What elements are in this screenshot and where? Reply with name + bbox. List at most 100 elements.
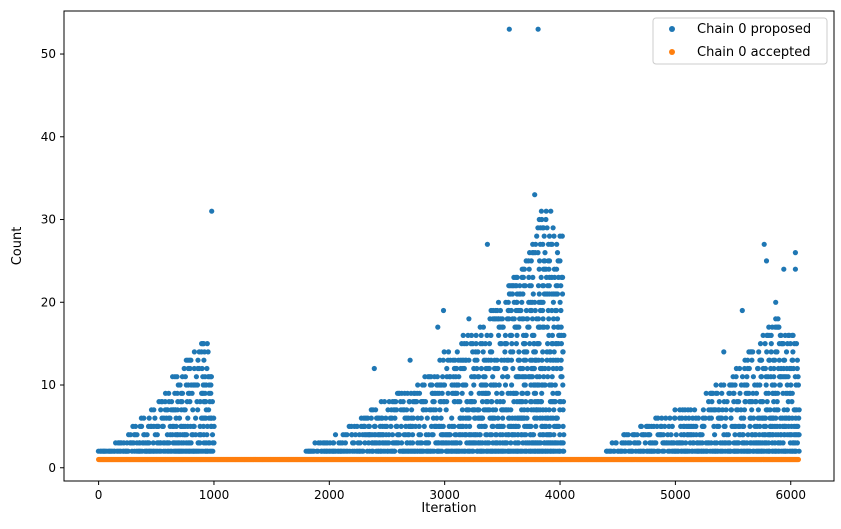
series-proposed-points [95, 26, 802, 454]
point-proposed [417, 432, 424, 438]
point-proposed [440, 423, 446, 429]
point-proposed-outlier [435, 324, 441, 330]
point-proposed [204, 432, 210, 438]
point-proposed [774, 399, 780, 405]
point-proposed [430, 432, 436, 438]
point-proposed [546, 316, 552, 322]
point-proposed [204, 365, 210, 372]
point-proposed [165, 407, 171, 413]
point-proposed [558, 357, 564, 363]
point-proposed [509, 382, 515, 388]
point-proposed [162, 399, 168, 405]
point-proposed [404, 407, 410, 413]
point-proposed [437, 407, 443, 413]
point-proposed [775, 390, 781, 396]
point-proposed [460, 332, 466, 338]
x-axis-ticks: 0 1000 2000 3000 4000 5000 6000 [95, 481, 806, 502]
point-proposed [182, 374, 188, 380]
point-proposed [410, 440, 416, 446]
point-proposed [728, 407, 735, 413]
point-proposed [530, 274, 536, 280]
point-proposed [709, 399, 715, 405]
y-tick-label: 40 [41, 130, 56, 144]
point-proposed [201, 357, 207, 363]
point-proposed [613, 440, 619, 446]
point-proposed [536, 266, 542, 272]
point-proposed [182, 407, 188, 413]
point-proposed [151, 407, 157, 413]
point-proposed [543, 216, 549, 223]
point-proposed [457, 440, 463, 446]
point-proposed [494, 390, 500, 396]
point-proposed [455, 382, 462, 388]
y-tick-label: 50 [41, 47, 56, 61]
point-proposed [546, 283, 552, 289]
point-proposed [775, 316, 781, 322]
point-proposed [679, 415, 685, 421]
point-proposed [693, 423, 699, 429]
point-proposed [201, 349, 208, 355]
point-proposed-outlier [371, 365, 377, 372]
point-proposed [514, 332, 520, 338]
y-tick-label: 30 [41, 213, 56, 227]
point-proposed [550, 299, 557, 305]
point-proposed [176, 415, 183, 421]
point-proposed [392, 415, 398, 421]
point-proposed [558, 283, 564, 289]
point-proposed [796, 407, 802, 413]
point-proposed [533, 423, 539, 429]
point-proposed [518, 307, 524, 314]
point-proposed [445, 390, 451, 396]
point-proposed [699, 440, 705, 446]
point-proposed [751, 415, 757, 421]
point-proposed [541, 283, 547, 289]
point-proposed [790, 357, 796, 363]
point-proposed [394, 423, 400, 429]
point-proposed [516, 349, 522, 355]
point-proposed [713, 382, 719, 388]
point-proposed [360, 448, 366, 454]
point-proposed [146, 440, 152, 446]
point-proposed [723, 407, 729, 413]
point-proposed [489, 432, 495, 438]
point-proposed [211, 440, 217, 446]
point-proposed [520, 390, 526, 396]
point-accepted [795, 456, 802, 463]
point-proposed [551, 349, 557, 355]
point-proposed [745, 432, 751, 438]
point-proposed [505, 299, 511, 305]
point-proposed [141, 415, 147, 421]
point-proposed [174, 390, 180, 396]
point-proposed [199, 365, 205, 372]
point-proposed [556, 390, 562, 396]
point-proposed [531, 432, 537, 438]
point-proposed [500, 399, 506, 405]
point-proposed [416, 423, 422, 429]
point-proposed [484, 332, 490, 338]
point-proposed [454, 365, 460, 372]
point-proposed [202, 390, 208, 396]
point-proposed [741, 407, 748, 413]
point-proposed [505, 374, 511, 380]
point-proposed [410, 432, 416, 438]
point-proposed [508, 307, 514, 314]
point-proposed [561, 332, 567, 338]
point-proposed [542, 250, 548, 256]
point-proposed [495, 415, 501, 421]
point-proposed [772, 357, 778, 363]
point-proposed [434, 415, 440, 421]
point-proposed [400, 399, 406, 405]
point-proposed [419, 440, 425, 446]
point-proposed [760, 332, 766, 338]
point-proposed [552, 274, 558, 280]
point-proposed [185, 415, 191, 421]
point-proposed [764, 349, 770, 355]
point-proposed [529, 374, 536, 380]
point-proposed [134, 432, 140, 438]
point-proposed [194, 382, 201, 388]
point-proposed [173, 423, 179, 429]
point-proposed [399, 440, 405, 446]
y-tick-label: 20 [41, 295, 56, 309]
point-proposed-outlier [532, 192, 538, 198]
point-proposed-outlier [543, 208, 549, 214]
